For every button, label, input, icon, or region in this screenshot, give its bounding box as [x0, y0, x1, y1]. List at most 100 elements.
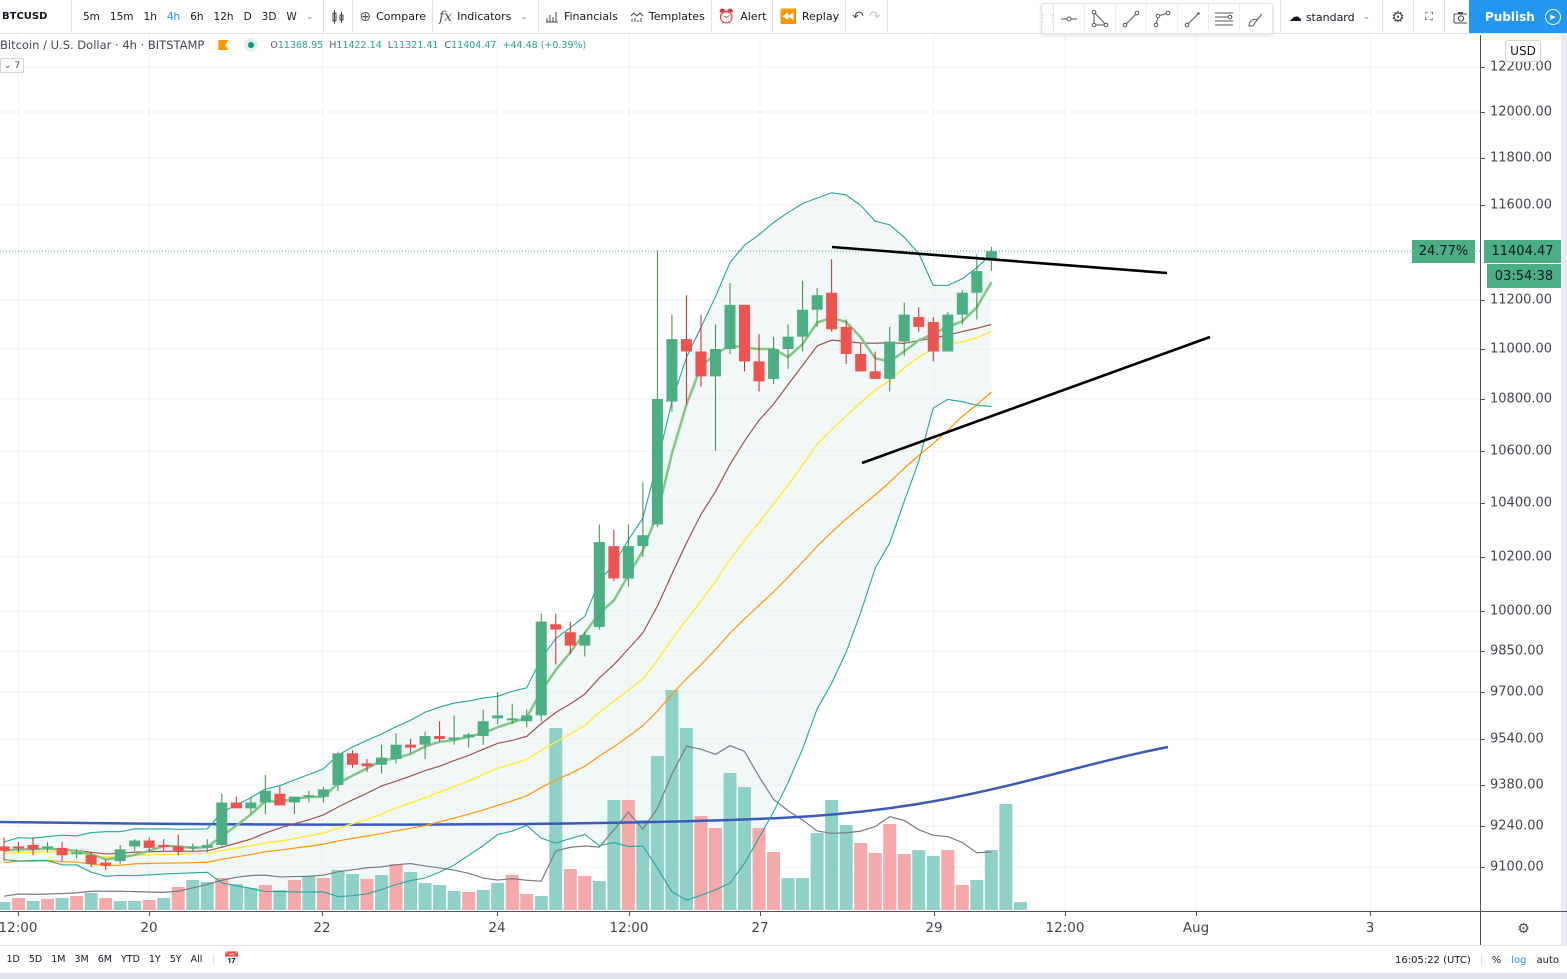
- currency-label: USD: [1510, 44, 1536, 58]
- templates-button[interactable]: Templates: [624, 0, 712, 34]
- candle-body: [608, 546, 620, 579]
- timeframe-5m[interactable]: 5m: [83, 10, 100, 23]
- trend-line-tool[interactable]: [1116, 4, 1147, 33]
- range-5y[interactable]: 5Y: [169, 954, 182, 965]
- price-tick: [1480, 692, 1485, 693]
- timeframe-6h[interactable]: 6h: [190, 10, 204, 23]
- fullscreen-button[interactable]: ⛶: [1413, 0, 1444, 34]
- volume-bar: [316, 878, 330, 910]
- screenshot-button[interactable]: [1444, 0, 1475, 34]
- volume-bar: [302, 876, 316, 910]
- publish-label: Publish: [1485, 9, 1535, 24]
- range-3m[interactable]: 3M: [74, 954, 89, 965]
- compare-button[interactable]: ⊕ Compare: [353, 0, 433, 34]
- horizontal-ray-tool[interactable]: [1054, 4, 1085, 33]
- price-axis[interactable]: 12200.00 12000.00 11800.00 11600.00 11200.00…: [1480, 35, 1567, 911]
- range-all[interactable]: All: [190, 954, 203, 965]
- volume-bar: [171, 887, 185, 910]
- indicators-button[interactable]: fx Indicators ⌄: [433, 0, 539, 34]
- date-range-group: 1D 5D 1M 3M 6M YTD 1Y 5Y All: [0, 954, 214, 965]
- volume-bar: [941, 850, 955, 910]
- range-ytd[interactable]: YTD: [120, 954, 140, 965]
- volume-bar: [55, 898, 69, 910]
- volume-bar: [462, 892, 476, 910]
- drag-handle[interactable]: ⋮⋮: [1039, 4, 1057, 33]
- timeframe-3d[interactable]: 3D: [261, 10, 277, 23]
- range-1d[interactable]: 1D: [6, 954, 20, 965]
- calendar-icon: 📅: [223, 952, 241, 967]
- arrow-tool[interactable]: [1178, 4, 1209, 33]
- chevron-down-icon[interactable]: ⌄: [305, 11, 314, 22]
- volume-bar: [549, 728, 563, 910]
- timeframe-15m[interactable]: 15m: [109, 10, 134, 23]
- volume-bar: [752, 828, 766, 910]
- goto-date-button[interactable]: 📅: [214, 952, 250, 967]
- symbol-search[interactable]: BTCUSD: [0, 0, 72, 34]
- chart-type-button[interactable]: [324, 0, 354, 34]
- time-tick: [760, 912, 761, 916]
- price-chart-canvas[interactable]: [0, 35, 1480, 911]
- triangle-pattern-tool[interactable]: [1085, 4, 1116, 33]
- candle-body: [535, 621, 547, 716]
- log-scale-toggle[interactable]: log: [1511, 954, 1527, 966]
- publish-button[interactable]: Publish ▶: [1469, 0, 1567, 33]
- volume-bar: [926, 856, 940, 910]
- candle-body: [724, 304, 736, 349]
- brush-icon: [1247, 13, 1262, 26]
- path-tool[interactable]: [1147, 4, 1178, 33]
- candle-body: [216, 802, 228, 845]
- time-label: 27: [751, 920, 769, 936]
- volume-bar: [621, 800, 635, 910]
- volume-bar: [883, 824, 897, 910]
- range-5d[interactable]: 5D: [28, 954, 43, 965]
- time-label: 12:00: [1045, 920, 1085, 936]
- trend-line-icon: [1122, 10, 1140, 27]
- price-tick: [1480, 451, 1485, 452]
- volume-bar: [491, 883, 505, 910]
- range-6m[interactable]: 6M: [97, 954, 112, 965]
- range-1y[interactable]: 1Y: [148, 954, 161, 965]
- volume-bar: [825, 800, 839, 910]
- timeframe-12h[interactable]: 12h: [213, 10, 234, 23]
- percent-change-label: 24.77%: [1418, 244, 1469, 259]
- gear-icon: ⚙: [1391, 8, 1405, 26]
- timeframe-4h[interactable]: 4h: [166, 10, 181, 23]
- candle-body: [579, 634, 591, 646]
- financials-button[interactable]: Financials: [539, 0, 624, 34]
- brush-tool[interactable]: [1240, 4, 1271, 33]
- price-label: 10800.00: [1490, 391, 1553, 407]
- time-tick: [322, 912, 323, 916]
- auto-scale-toggle[interactable]: auto: [1536, 954, 1559, 966]
- alert-button[interactable]: ⏰ Alert: [712, 0, 774, 34]
- candle-body: [492, 715, 504, 719]
- time-label: 22: [313, 920, 331, 936]
- volume-bar: [447, 891, 461, 910]
- layout-selector[interactable]: ☁ standard ⌄: [1280, 0, 1382, 34]
- volume-bar: [476, 890, 490, 910]
- time-axis[interactable]: 12:00 20 22 24 12:00 27 29 12:00 Aug 3: [0, 911, 1480, 945]
- currency-badge[interactable]: USD: [1505, 40, 1541, 62]
- axis-settings-button[interactable]: ⚙: [1480, 911, 1567, 945]
- candle-body: [230, 802, 242, 809]
- flag-icon[interactable]: [218, 40, 229, 50]
- range-1m[interactable]: 1M: [51, 954, 66, 965]
- utc-clock[interactable]: 16:05:22 (UTC): [1395, 954, 1482, 966]
- volume-bar: [113, 901, 127, 910]
- indicators-collapse-button[interactable]: ⌄ 7: [0, 58, 24, 73]
- replay-button[interactable]: ⏪ Replay: [773, 0, 847, 34]
- timeframe-w[interactable]: W: [286, 10, 297, 23]
- symbol-title[interactable]: Bitcoin / U.S. Dollar · 4h · BITSTAMP: [0, 38, 205, 52]
- candle-body: [158, 844, 170, 847]
- volume-bar: [984, 850, 998, 910]
- settings-button[interactable]: ⚙: [1382, 0, 1413, 34]
- volume-bar: [258, 885, 272, 910]
- undo-icon[interactable]: ↶: [852, 8, 864, 25]
- fib-tool[interactable]: [1209, 4, 1240, 33]
- timeframe-d[interactable]: D: [243, 10, 252, 23]
- volume-bar: [796, 878, 810, 910]
- countdown-label: 03:54:38: [1494, 268, 1554, 284]
- redo-icon[interactable]: ↷: [868, 8, 881, 25]
- price-label: 9850.00: [1490, 643, 1544, 659]
- timeframe-1h[interactable]: 1h: [143, 10, 157, 23]
- percent-scale-toggle[interactable]: %: [1491, 954, 1502, 966]
